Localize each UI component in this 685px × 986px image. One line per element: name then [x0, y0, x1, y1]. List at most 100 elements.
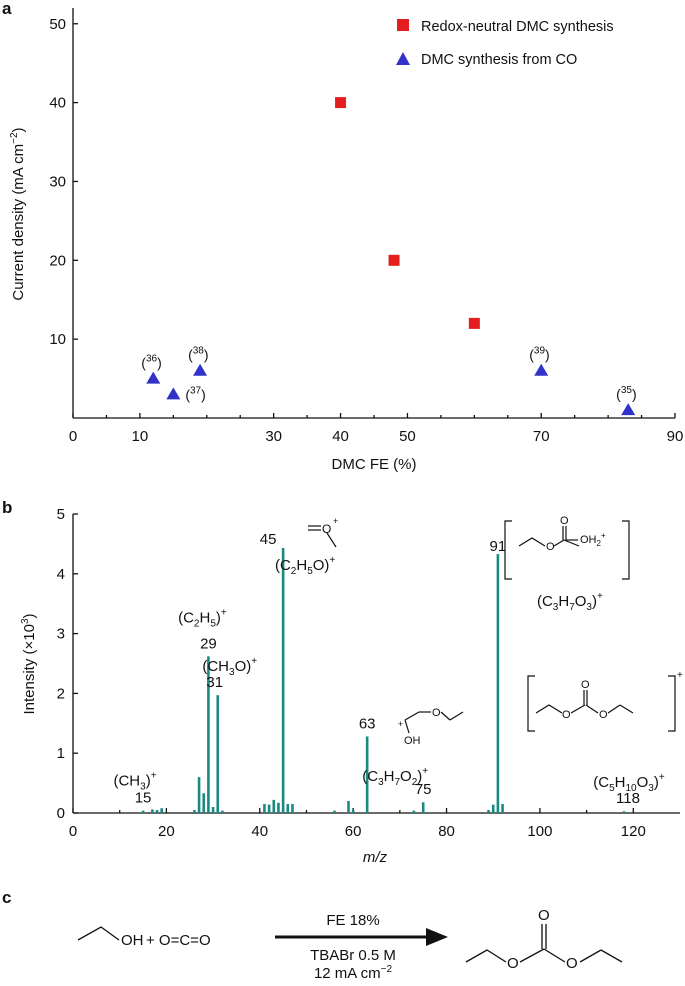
product-dec-structure [465, 924, 623, 963]
peak-mz-label: 31 [206, 674, 223, 691]
struct-75-charge: + [398, 719, 403, 729]
a-y-tick-label: 50 [49, 16, 66, 33]
struct-45-charge: + [333, 516, 338, 526]
peak-formula-label: (C3H7O2)+ [362, 766, 428, 788]
spectrum-peak [286, 804, 290, 813]
ref-label: (36) [141, 354, 161, 371]
redox-point [388, 254, 400, 266]
spectrum-peak [412, 810, 416, 813]
co-point [193, 363, 208, 376]
peak-mz-label: 29 [200, 635, 217, 652]
spectrum-peak [141, 810, 145, 813]
b-y-tick-label: 3 [57, 626, 65, 643]
spectrum-peak [277, 802, 280, 813]
b-x-axis-label: m/z [363, 849, 388, 866]
b-y-tick-label: 2 [57, 685, 65, 702]
peak-mz-label: 75 [415, 781, 432, 798]
panel-a-label: a [2, 0, 12, 18]
spectrum-peak [207, 656, 210, 813]
peak-mz-label: 91 [490, 538, 507, 555]
spectrum-peak [347, 801, 350, 813]
struct-45-o: O [322, 522, 331, 536]
a-x-tick-label: 10 [132, 428, 149, 445]
ref-label: (37) [185, 385, 205, 402]
a-y-tick-label: 10 [49, 331, 66, 348]
legend-label-co: DMC synthesis from CO [421, 52, 577, 68]
peak-mz-label: 63 [359, 715, 376, 732]
a-x-tick-label: 40 [332, 428, 349, 445]
peak-mz-label: 45 [260, 531, 277, 548]
condition-fe: FE 18% [326, 912, 379, 929]
b-x-tick-label: 120 [621, 823, 646, 840]
a-x-tick-label: 90 [667, 428, 684, 445]
struct-118-o3: O [599, 709, 608, 721]
peak-formula-label: (C2H5O)+ [275, 555, 335, 577]
reactant-co2: + O=C=O [146, 932, 211, 949]
a-y-axis-label: Current density (mA cm−2) [9, 127, 27, 300]
spectrum-peak [351, 810, 355, 813]
spectrum-peak [501, 804, 504, 813]
peak-formula-label: (C3H7O3)+ [537, 591, 603, 613]
a-y-tick-label: 40 [49, 95, 66, 112]
co-point [166, 387, 181, 400]
struct-75-o: O [432, 707, 441, 719]
spectrum-peak [216, 695, 220, 813]
struct-75-oh: OH [404, 735, 421, 747]
ref-label: (39) [529, 346, 549, 363]
b-y-tick-label: 0 [57, 805, 65, 822]
reactant-oh: OH [121, 932, 144, 949]
panel-c-label: c [2, 888, 11, 907]
ref-label: (35) [616, 385, 636, 402]
spectrum-peak [202, 793, 206, 813]
redox-point [335, 97, 347, 109]
struct-118-charge: + [677, 670, 683, 681]
co-point [621, 403, 636, 416]
a-x-tick-label: 30 [265, 428, 282, 445]
peak-mz-label: 15 [135, 790, 152, 807]
b-x-tick-label: 100 [527, 823, 552, 840]
struct-91-oh2: OH2+ [580, 531, 606, 548]
spectrum-peak [211, 807, 215, 813]
structure-91 [504, 520, 630, 580]
structure-118 [527, 675, 676, 732]
condition-current: 12 mA cm−2 [314, 964, 393, 982]
b-y-tick-label: 4 [57, 566, 65, 583]
spectrum-peak [291, 804, 294, 813]
legend-red-square [397, 19, 409, 31]
b-x-tick-label: 0 [69, 823, 77, 840]
spectrum-peak [365, 736, 369, 813]
product-o1: O [507, 955, 519, 972]
a-x-axis-label: DMC FE (%) [332, 456, 417, 473]
spectrum-peak [155, 810, 159, 813]
b-x-tick-label: 20 [158, 823, 175, 840]
structure-45 [308, 525, 337, 548]
spectrum-peak [160, 808, 164, 813]
spectrum-peak [622, 811, 626, 813]
reaction-scheme: OH + O=C=O FE 18% TBABr 0.5 M 12 mA cm−2… [77, 907, 623, 982]
spectrum-peak [491, 804, 495, 813]
spectrum-peak [197, 777, 201, 813]
peak-mz-label: 118 [616, 790, 640, 807]
struct-118-o2: O [581, 679, 590, 691]
condition-electrolyte: TBABr 0.5 M [310, 947, 396, 964]
spectrum-peak [421, 802, 425, 813]
peak-formula-label: (CH3)+ [113, 771, 156, 793]
redox-point [468, 317, 480, 329]
a-y-tick-label: 20 [49, 252, 66, 269]
ref-label: (38) [188, 346, 208, 363]
a-y-tick-label: 30 [49, 173, 66, 190]
a-x-tick-label: 50 [399, 428, 416, 445]
a-x-tick-label: 70 [533, 428, 550, 445]
b-y-tick-label: 5 [57, 506, 65, 523]
b-y-axis-label: Intensity (×103) [20, 613, 38, 714]
spectrum-peak [487, 810, 490, 813]
structure-75 [404, 711, 464, 734]
spectrum-peak [333, 810, 336, 813]
struct-91-o1: O [546, 541, 555, 553]
ethanol-skeleton [77, 926, 120, 941]
spectrum-peak [221, 810, 224, 813]
product-o2: O [538, 907, 550, 924]
legend-blue-triangle [396, 52, 410, 65]
